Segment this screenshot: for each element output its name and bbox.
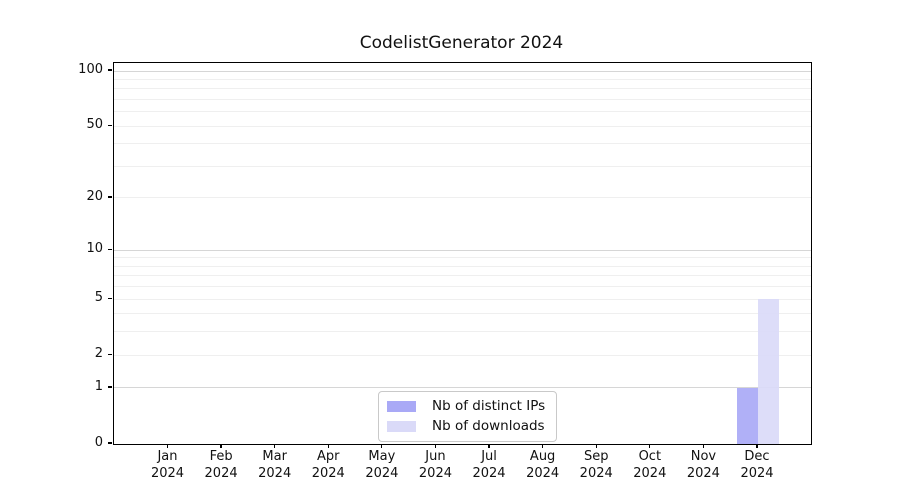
x-tick-label: Jul 2024 bbox=[472, 449, 506, 481]
x-tick-mark bbox=[381, 444, 383, 449]
y-tick-label: 20 bbox=[86, 188, 103, 204]
legend-item-downloads: Nb of downloads bbox=[387, 418, 545, 434]
x-tick-mark bbox=[327, 444, 329, 449]
x-tick-mark bbox=[220, 444, 222, 449]
y-tick-label: 2 bbox=[94, 346, 103, 362]
x-tick-label: Mar 2024 bbox=[258, 449, 292, 481]
y-tick-mark bbox=[108, 297, 112, 299]
legend-swatch-downloads-icon bbox=[387, 420, 416, 432]
y-tick-label: 0 bbox=[94, 435, 103, 450]
bar-nb-of-downloads bbox=[757, 299, 780, 444]
grid-line-minor bbox=[114, 111, 811, 113]
grid-line-minor bbox=[114, 197, 811, 199]
grid-line-minor bbox=[114, 331, 811, 333]
x-tick-label: Jan 2024 bbox=[150, 449, 185, 481]
grid-line-minor bbox=[114, 286, 811, 288]
grid-line-minor bbox=[114, 98, 811, 100]
grid-line-minor bbox=[114, 165, 811, 167]
y-tick-mark bbox=[108, 386, 112, 388]
bar-nb-of-distinct-ips bbox=[736, 387, 758, 444]
x-tick-mark bbox=[595, 444, 597, 449]
y-tick-mark bbox=[108, 442, 112, 444]
y-tick-label: 10 bbox=[86, 241, 103, 257]
grid-line-minor bbox=[114, 265, 811, 267]
y-tick-mark bbox=[108, 124, 112, 126]
y-tick-mark bbox=[108, 69, 112, 71]
chart-title: CodelistGenerator 2024 bbox=[359, 33, 564, 53]
legend-label-downloads: Nb of downloads bbox=[432, 418, 545, 434]
x-tick-label: Jun 2024 bbox=[418, 449, 452, 481]
y-tick-mark bbox=[108, 196, 112, 198]
x-tick-mark bbox=[756, 444, 758, 449]
legend-item-distinct-ips: Nb of distinct IPs bbox=[387, 398, 545, 414]
x-tick-mark bbox=[649, 444, 651, 449]
grid-line-major bbox=[114, 387, 811, 389]
x-tick-mark bbox=[702, 444, 704, 449]
grid-line-minor bbox=[114, 354, 811, 356]
x-tick-label: Feb 2024 bbox=[204, 449, 238, 481]
grid-line-minor bbox=[114, 78, 811, 80]
x-tick-mark bbox=[274, 444, 276, 449]
x-tick-mark bbox=[488, 444, 490, 449]
x-tick-label: Sep 2024 bbox=[579, 449, 613, 481]
y-tick-mark bbox=[108, 353, 112, 355]
x-tick-label: Dec 2024 bbox=[740, 449, 774, 481]
grid-line-minor bbox=[114, 88, 811, 90]
grid-line-minor bbox=[114, 298, 811, 300]
grid-line-minor bbox=[114, 275, 811, 277]
grid-line-minor bbox=[114, 313, 811, 315]
grid-line-major bbox=[114, 70, 811, 72]
x-tick-mark bbox=[542, 444, 544, 449]
grid-line-major bbox=[114, 249, 811, 251]
x-tick-mark bbox=[166, 444, 169, 449]
x-tick-mark bbox=[434, 444, 437, 449]
legend-swatch-distinct-ips-icon bbox=[387, 400, 416, 412]
y-tick-label: 5 bbox=[94, 290, 103, 306]
legend: Nb of distinct IPs Nb of downloads bbox=[378, 391, 558, 442]
grid-line-minor bbox=[114, 257, 811, 259]
grid-line-minor bbox=[114, 143, 811, 145]
grid-line-minor bbox=[114, 125, 811, 127]
y-tick-mark bbox=[108, 248, 112, 250]
legend-label-distinct-ips: Nb of distinct IPs bbox=[432, 398, 546, 414]
x-tick-label: Nov 2024 bbox=[686, 449, 720, 481]
x-tick-label: Aug 2024 bbox=[526, 449, 560, 481]
plot-area: Nb of distinct IPs Nb of downloads bbox=[113, 62, 812, 445]
x-tick-label: Apr 2024 bbox=[311, 449, 345, 481]
y-tick-label: 50 bbox=[86, 117, 103, 133]
x-tick-label: May 2024 bbox=[365, 449, 399, 481]
y-tick-label: 1 bbox=[94, 378, 103, 394]
x-tick-label: Oct 2024 bbox=[633, 449, 667, 481]
y-tick-label: 100 bbox=[78, 62, 103, 77]
